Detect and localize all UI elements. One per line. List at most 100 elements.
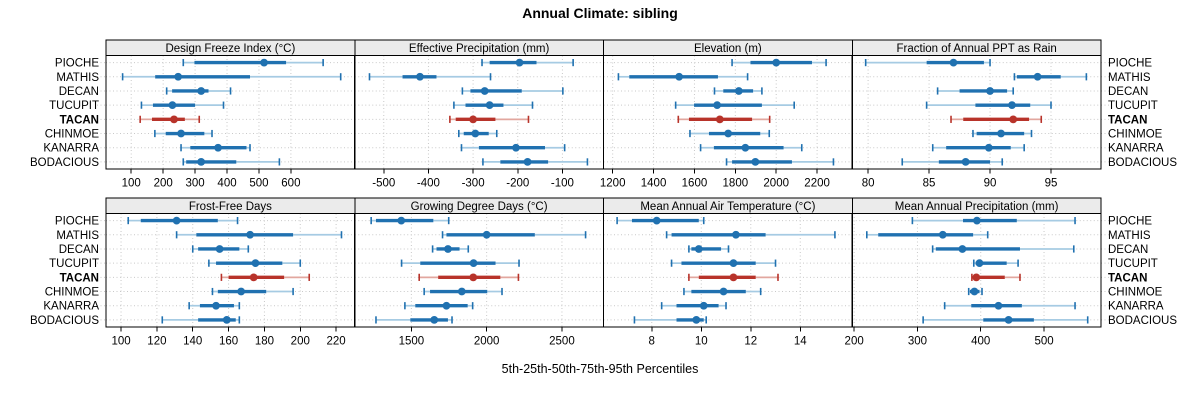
percentile-row-chinmoe [423, 287, 503, 296]
median-dot [751, 158, 760, 166]
x-tick-label: 2200 [804, 178, 830, 190]
x-tick-label: 120 [147, 336, 166, 348]
median-dot [699, 301, 708, 310]
x-tick-label: 10 [695, 336, 708, 348]
strip-title: Elevation (m) [694, 43, 762, 55]
percentile-row-decan [713, 87, 763, 95]
median-dot [986, 87, 994, 95]
percentile-row-pioche [127, 216, 239, 225]
panel-frost-free-days: 100 120 140 160 180 200 220 Frost-Free Days [97, 197, 356, 348]
percentile-row-mathis [617, 72, 749, 81]
percentile-row-tacan [139, 115, 201, 124]
percentile-row-pioche [864, 58, 991, 67]
x-tick-label: 140 [183, 336, 202, 348]
x-tick-label: -200 [506, 178, 529, 190]
x-tick-label: 90 [984, 178, 997, 190]
x-tick-label: 85 [923, 178, 936, 190]
panel-elevation-m: 1200 1400 1600 1800 2000 2200 Elevation (m) [600, 39, 853, 190]
percentile-row-tacan [677, 115, 771, 124]
percentile-row-tucupit [140, 101, 225, 110]
percentile-row-tacan [449, 115, 530, 124]
percentile-row-chinmoe [972, 129, 1033, 138]
percentile-row-tacan [220, 273, 311, 282]
median-dot [480, 87, 489, 95]
percentile-row-bodacious [161, 316, 241, 324]
x-tick-label: -400 [417, 178, 440, 190]
percentile-row-kanarra [660, 301, 727, 310]
median-dot [734, 87, 743, 95]
percentile-row-tucupit [670, 259, 777, 268]
median-dot [469, 115, 477, 124]
percentile-row-mathis [866, 230, 989, 239]
median-dot [997, 129, 1005, 138]
percentile-row-bodacious [633, 316, 708, 324]
panel-mean-annual-air-temperature-c: 8 10 12 14 Mean Annual Air Temperature (°C) [602, 197, 853, 348]
median-dot [214, 143, 222, 152]
median-dot [197, 158, 206, 166]
site-label-right-mathis: MATHIS [1108, 230, 1151, 242]
median-dot [958, 245, 967, 253]
median-dot [170, 115, 178, 124]
median-dot [729, 273, 738, 282]
site-label-left-tucupit: TUCUPIT [49, 258, 99, 270]
x-tick-label: 1800 [723, 178, 749, 190]
median-dot [675, 72, 684, 81]
x-tick-label: 220 [327, 336, 346, 348]
percentile-row-kanarra [699, 143, 803, 152]
x-tick-label: 100 [111, 336, 130, 348]
median-dot [177, 129, 185, 138]
x-tick-label: 600 [281, 178, 300, 190]
percentile-row-tucupit [208, 259, 302, 268]
median-dot [970, 287, 979, 296]
median-dot [973, 216, 981, 225]
percentile-row-chinmoe [967, 287, 983, 296]
panel-effective-precipitation-mm: -500 -400 -300 -200 -100 Effective Precipitat… [354, 39, 605, 190]
panel-mean-annual-precipitation-mm: 200 300 400 500 Mean Annual Precipitation (m… [845, 197, 1110, 348]
median-dot [512, 143, 520, 152]
page-title: Annual Climate: sibling [522, 5, 678, 21]
site-label-left-chinmoe: CHINMOE [45, 129, 100, 141]
site-label-right-pioche: PIOCHE [1108, 58, 1152, 70]
site-label-right-kanarra: KANARRA [1108, 143, 1164, 155]
x-tick-label: 300 [908, 336, 927, 348]
median-dot [482, 230, 491, 239]
x-tick-label: 500 [249, 178, 268, 190]
percentile-row-chinmoe [689, 129, 771, 138]
median-dot [972, 273, 981, 282]
percentile-row-decan [688, 245, 730, 253]
site-label-left-tacan: TACAN [60, 114, 99, 126]
x-tick-label: 100 [122, 178, 141, 190]
percentile-row-bodacious [922, 316, 1089, 324]
median-dot [168, 101, 177, 110]
x-tick-label: 160 [219, 336, 238, 348]
site-label-right-kanarra: KANARRA [1108, 301, 1164, 313]
percentile-row-kanarra [943, 301, 1076, 310]
site-label-left-decan: DECAN [59, 244, 99, 256]
percentile-row-tacan [971, 273, 1021, 282]
x-tick-label: 500 [1034, 336, 1053, 348]
site-label-right-tucupit: TUCUPIT [1108, 100, 1158, 112]
strip-title: Mean Annual Precipitation (mm) [895, 201, 1059, 213]
median-dot [694, 245, 703, 253]
percentile-row-tucupit [674, 101, 796, 110]
percentile-row-bodacious [182, 158, 281, 166]
x-tick-label: 400 [217, 178, 236, 190]
percentile-row-tucupit [453, 101, 534, 110]
percentile-row-pioche [911, 216, 1076, 225]
strip-header [851, 39, 1102, 56]
x-tick-label: 1600 [682, 178, 708, 190]
median-dot [397, 216, 406, 225]
median-dot [222, 316, 231, 324]
median-dot [1033, 72, 1042, 81]
percentile-row-pioche [182, 58, 324, 67]
strip-title: Growing Degree Days (°C) [411, 201, 548, 213]
strip-header [851, 197, 1102, 214]
median-dot [485, 101, 494, 110]
site-label-left-chinmoe: CHINMOE [45, 287, 100, 299]
percentile-row-decan [431, 245, 470, 253]
strip-title: Effective Precipitation (mm) [409, 43, 550, 55]
percentile-row-decan [461, 87, 564, 95]
percentile-row-bodacious [482, 158, 589, 166]
percentile-row-kanarra [460, 143, 566, 152]
median-dot [715, 115, 724, 124]
